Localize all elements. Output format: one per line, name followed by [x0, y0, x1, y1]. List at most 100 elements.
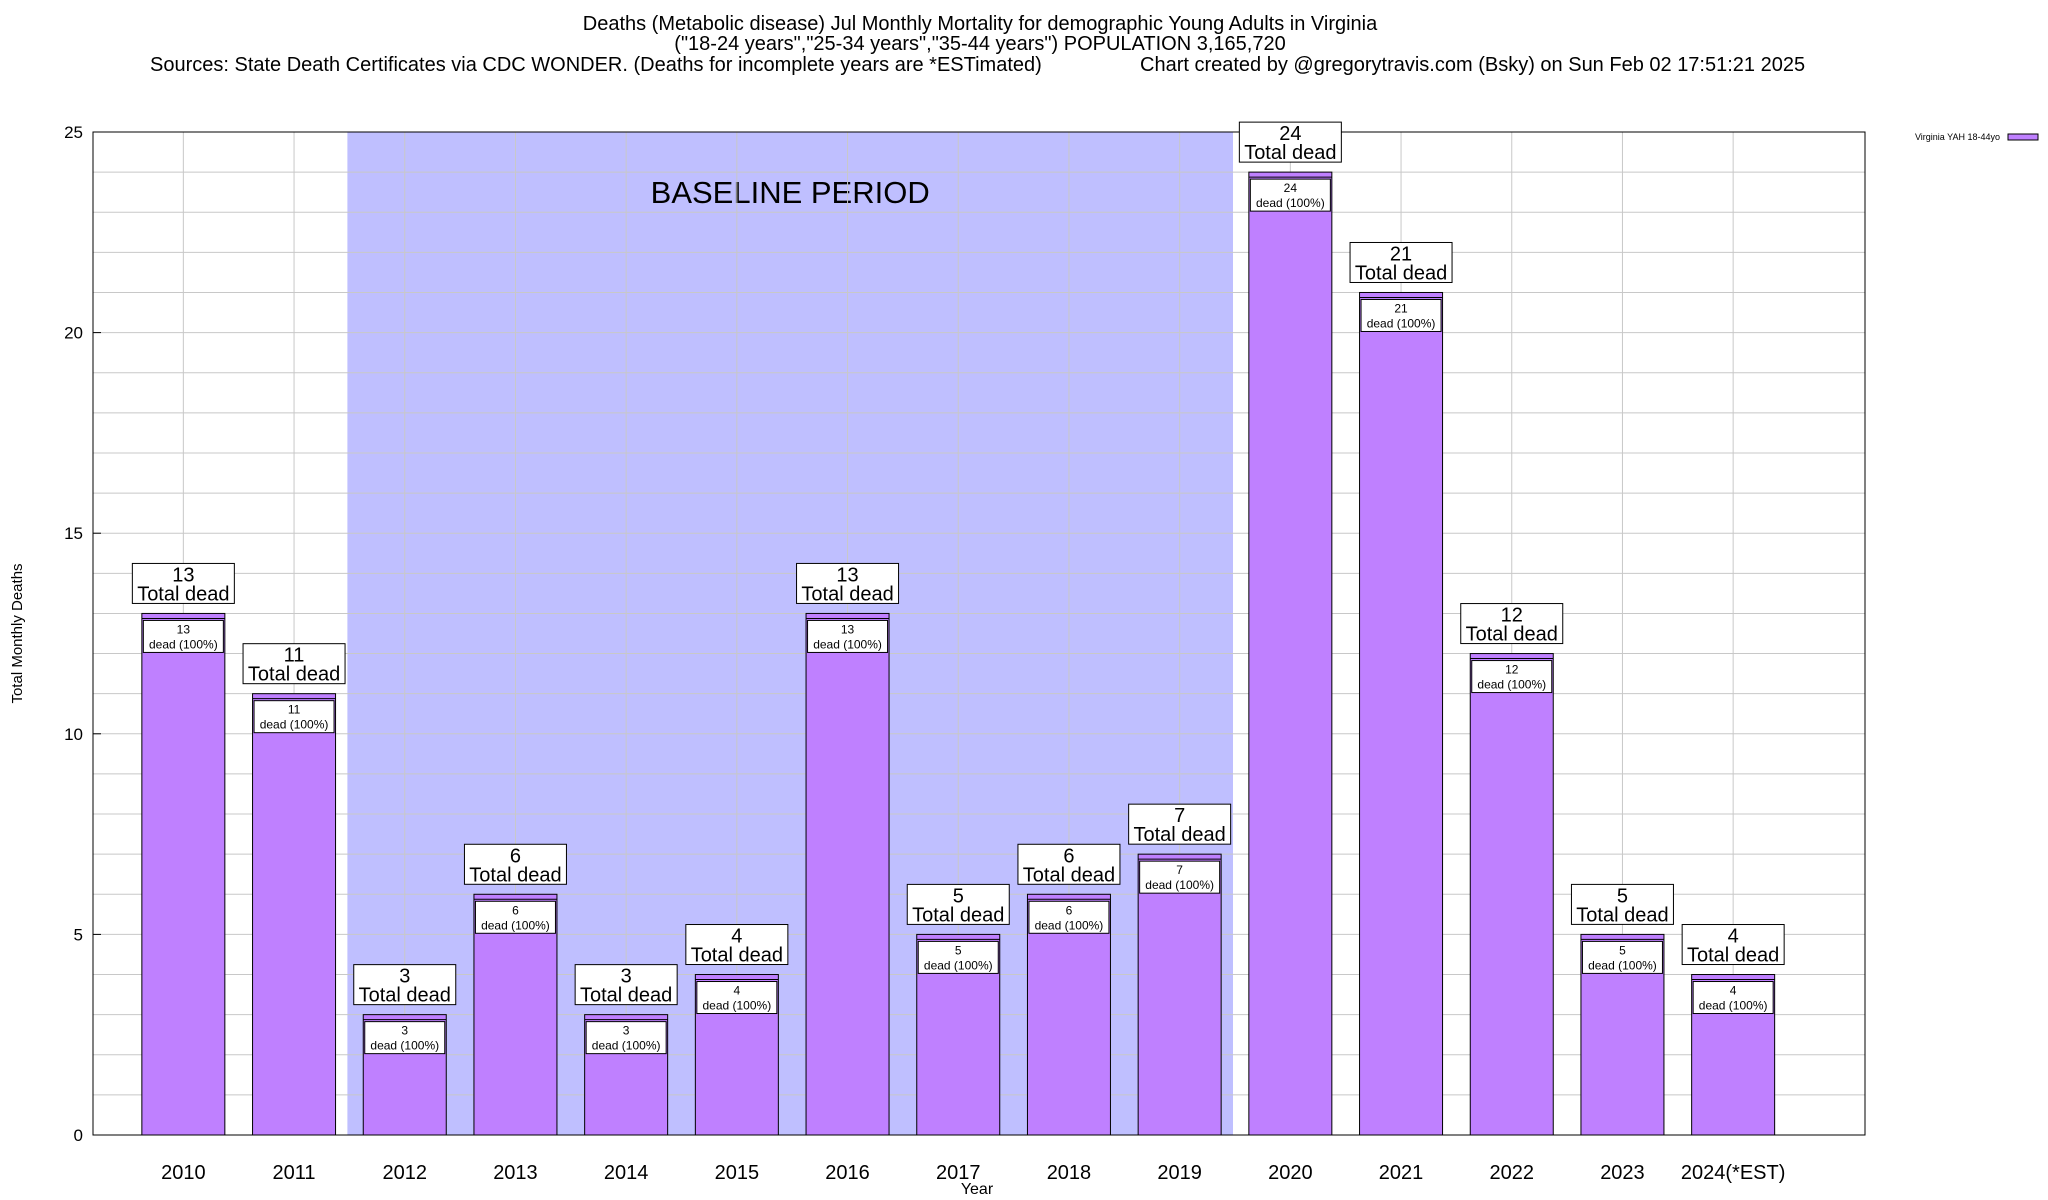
total-label-count: 3	[621, 966, 632, 988]
inner-label-box	[1249, 178, 1331, 212]
x-tick-label: 2010	[161, 1162, 206, 1184]
x-tick-label: 2012	[383, 1162, 428, 1184]
total-label-text: Total dead	[912, 904, 1004, 926]
x-tick-label: 2020	[1268, 1162, 1313, 1184]
bar	[805, 612, 890, 1136]
total-label-box	[131, 562, 235, 604]
inner-label-text: dead (100%)	[924, 958, 993, 972]
inner-label-count: 4	[1730, 984, 1737, 998]
inner-label-count: 13	[177, 622, 191, 636]
total-label-count: 11	[284, 645, 305, 667]
chart-credit: Chart created by @gregorytravis.com (Bsk…	[1140, 54, 1806, 76]
y-tick-label: 15	[64, 524, 83, 543]
total-label-text: Total dead	[1576, 904, 1668, 926]
total-label-text: Total dead	[1134, 824, 1226, 846]
inner-label-count: 6	[512, 903, 519, 917]
inner-label-text: dead (100%)	[813, 637, 882, 651]
inner-label-text: dead (100%)	[1588, 958, 1657, 972]
total-label-count: 3	[399, 966, 410, 988]
inner-label-box	[253, 700, 335, 734]
inner-label-text: dead (100%)	[592, 1039, 661, 1053]
x-tick-label: 2022	[1490, 1162, 1535, 1184]
inner-label-count: 7	[1176, 863, 1183, 877]
inner-label-text: dead (100%)	[1145, 878, 1214, 892]
total-label-count: 13	[172, 564, 194, 586]
total-label-box	[1128, 803, 1232, 845]
inner-label-text: dead (100%)	[1035, 918, 1104, 932]
bar	[1359, 291, 1444, 1136]
inner-label-text: dead (100%)	[481, 918, 550, 932]
inner-label-box	[807, 619, 889, 653]
inner-label-count: 6	[1066, 903, 1073, 917]
bar	[473, 893, 558, 1136]
y-axis-label: Total Monthly Deaths	[9, 563, 26, 703]
y-tick-label: 25	[64, 123, 83, 142]
x-tick-label: 2024(*EST)	[1681, 1162, 1786, 1184]
inner-label-box	[1581, 940, 1663, 974]
y-tick-label: 5	[74, 925, 83, 944]
y-tick-label: 0	[74, 1126, 83, 1145]
total-label-count: 13	[836, 564, 858, 586]
legend-label: Virginia YAH 18-44yo	[1915, 132, 2000, 142]
inner-label-box	[917, 940, 999, 974]
total-label-box	[1681, 924, 1785, 966]
total-label-text: Total dead	[248, 664, 340, 686]
total-label-box	[463, 843, 567, 885]
total-label-count: 4	[1728, 926, 1739, 948]
y-tick-label: 10	[64, 725, 83, 744]
chart-title: Deaths (Metabolic disease) Jul Monthly M…	[0, 14, 1960, 54]
total-label-box	[353, 964, 457, 1006]
inner-label-box	[364, 1021, 446, 1055]
x-tick-label: 2015	[715, 1162, 760, 1184]
total-label-text: Total dead	[1355, 262, 1447, 284]
total-label-text: Total dead	[1244, 142, 1336, 164]
total-label-box	[685, 924, 789, 966]
total-label-text: Total dead	[469, 864, 561, 886]
inner-label-text: dead (100%)	[1699, 999, 1768, 1013]
total-label-box	[1238, 121, 1342, 163]
total-label-count: 6	[1063, 845, 1074, 867]
x-tick-label: 2011	[273, 1162, 316, 1184]
x-tick-label: 2018	[1047, 1162, 1092, 1184]
x-axis-label: Year	[961, 1181, 994, 1198]
bar	[1026, 893, 1111, 1136]
title-line-2: ("18-24 years","25-34 years","35-44 year…	[674, 33, 1286, 55]
inner-label-count: 3	[623, 1024, 630, 1038]
total-label-text: Total dead	[580, 985, 672, 1007]
x-tick-label: 2019	[1157, 1162, 1202, 1184]
x-tick-label: 2017	[936, 1162, 981, 1184]
inner-label-text: dead (100%)	[260, 718, 329, 732]
total-label-count: 5	[1617, 885, 1628, 907]
total-label-count: 5	[953, 885, 964, 907]
y-tick-label: 20	[64, 324, 83, 343]
total-label-count: 7	[1174, 805, 1185, 827]
total-label-text: Total dead	[1687, 945, 1779, 967]
inner-label-count: 3	[401, 1024, 408, 1038]
inner-label-box	[585, 1021, 667, 1055]
total-label-box	[906, 883, 1010, 925]
total-label-box	[242, 643, 346, 685]
inner-label-box	[1028, 900, 1110, 934]
inner-label-count: 12	[1505, 663, 1519, 677]
title-line-1: Deaths (Metabolic disease) Jul Monthly M…	[582, 13, 1378, 35]
inner-label-text: dead (100%)	[1256, 196, 1325, 210]
total-label-box	[574, 964, 678, 1006]
inner-label-box	[1360, 298, 1442, 332]
total-label-text: Total dead	[691, 945, 783, 967]
x-tick-label: 2014	[604, 1162, 649, 1184]
x-tick-label: 2023	[1600, 1162, 1645, 1184]
inner-label-text: dead (100%)	[370, 1039, 439, 1053]
baseline-period-label: BASELINE PERIOD	[651, 175, 930, 210]
total-label-count: 6	[510, 845, 521, 867]
inner-label-text: dead (100%)	[702, 999, 771, 1013]
total-label-box	[1017, 843, 1121, 885]
inner-label-box	[474, 900, 556, 934]
legend-swatch	[2007, 133, 2039, 141]
inner-label-box	[1139, 860, 1221, 894]
inner-label-text: dead (100%)	[1477, 678, 1546, 692]
bar	[141, 612, 226, 1136]
inner-label-count: 24	[1284, 181, 1298, 195]
inner-label-count: 4	[734, 984, 741, 998]
total-label-count: 4	[731, 926, 742, 948]
sources-note: Sources: State Death Certificates via CD…	[150, 54, 1042, 76]
